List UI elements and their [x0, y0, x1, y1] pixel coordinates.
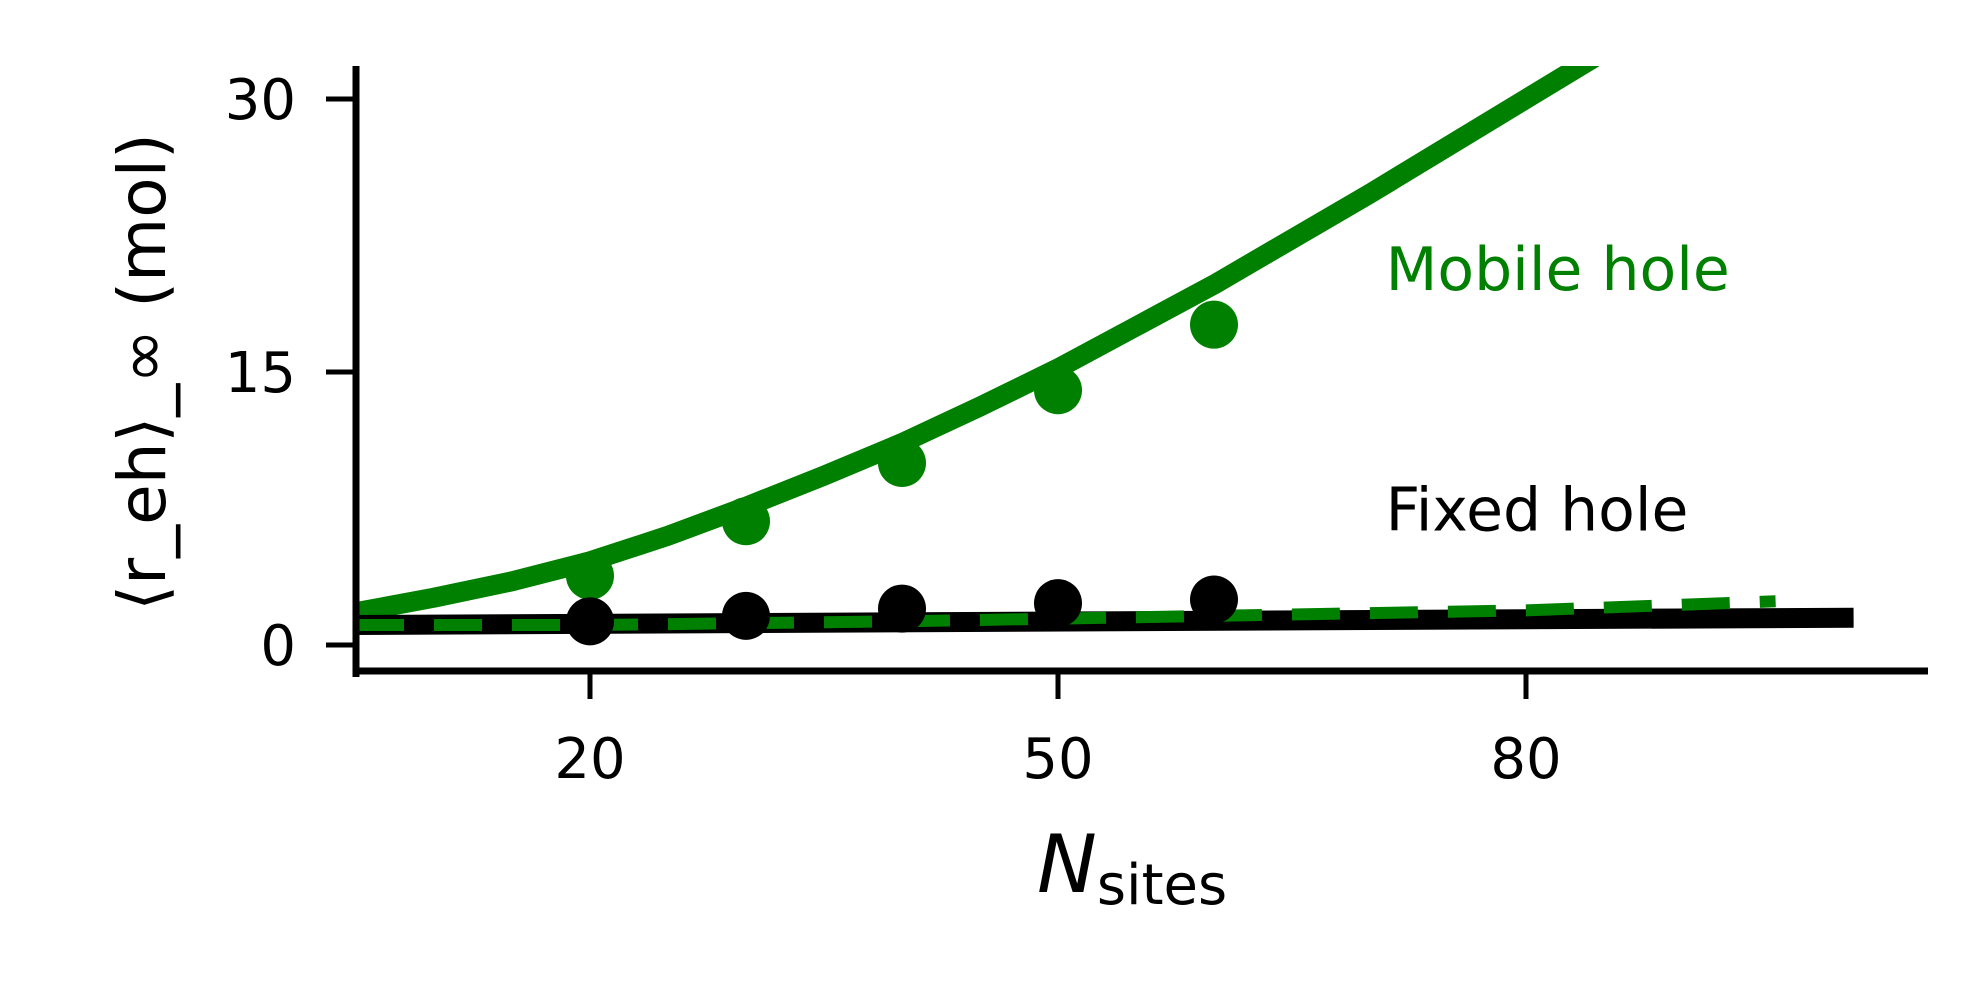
series-line-mobile-fit [356, 66, 1600, 623]
data-point-fixed-points-3 [1034, 579, 1082, 628]
x-axis-title-sub: sites [1097, 853, 1227, 918]
y-tick-label-0: 0 [260, 614, 296, 679]
annotations: Mobile hole Fixed hole [1386, 235, 1730, 545]
ticks: 20 50 80 0 15 30 [225, 68, 1562, 792]
data-point-fixed-points-4 [1190, 575, 1238, 624]
annotation-fixed: Fixed hole [1386, 475, 1689, 545]
annotation-mobile: Mobile hole [1386, 235, 1730, 305]
data-point-mobile-points-1 [722, 497, 770, 546]
data-point-mobile-points-3 [1034, 366, 1082, 415]
data-point-mobile-points-0 [566, 551, 614, 600]
x-axis-title-main: N [1037, 818, 1097, 911]
data-point-fixed-points-2 [878, 584, 926, 633]
data-point-fixed-points-1 [722, 591, 770, 640]
data-point-mobile-points-4 [1190, 300, 1238, 349]
y-axis-title: ⟨r_eh⟩_∞ (mol) [104, 133, 181, 611]
x-tick-label-2: 80 [1490, 727, 1561, 792]
x-tick-label-1: 50 [1022, 727, 1093, 792]
data-point-fixed-points-0 [566, 597, 614, 646]
x-axis-title: Nsites [1037, 818, 1227, 918]
x-tick-label-0: 20 [554, 727, 625, 792]
points-layer [566, 300, 1238, 646]
y-tick-label-1: 15 [225, 341, 296, 406]
data-point-mobile-points-2 [878, 439, 926, 487]
y-tick-label-2: 30 [225, 68, 296, 133]
